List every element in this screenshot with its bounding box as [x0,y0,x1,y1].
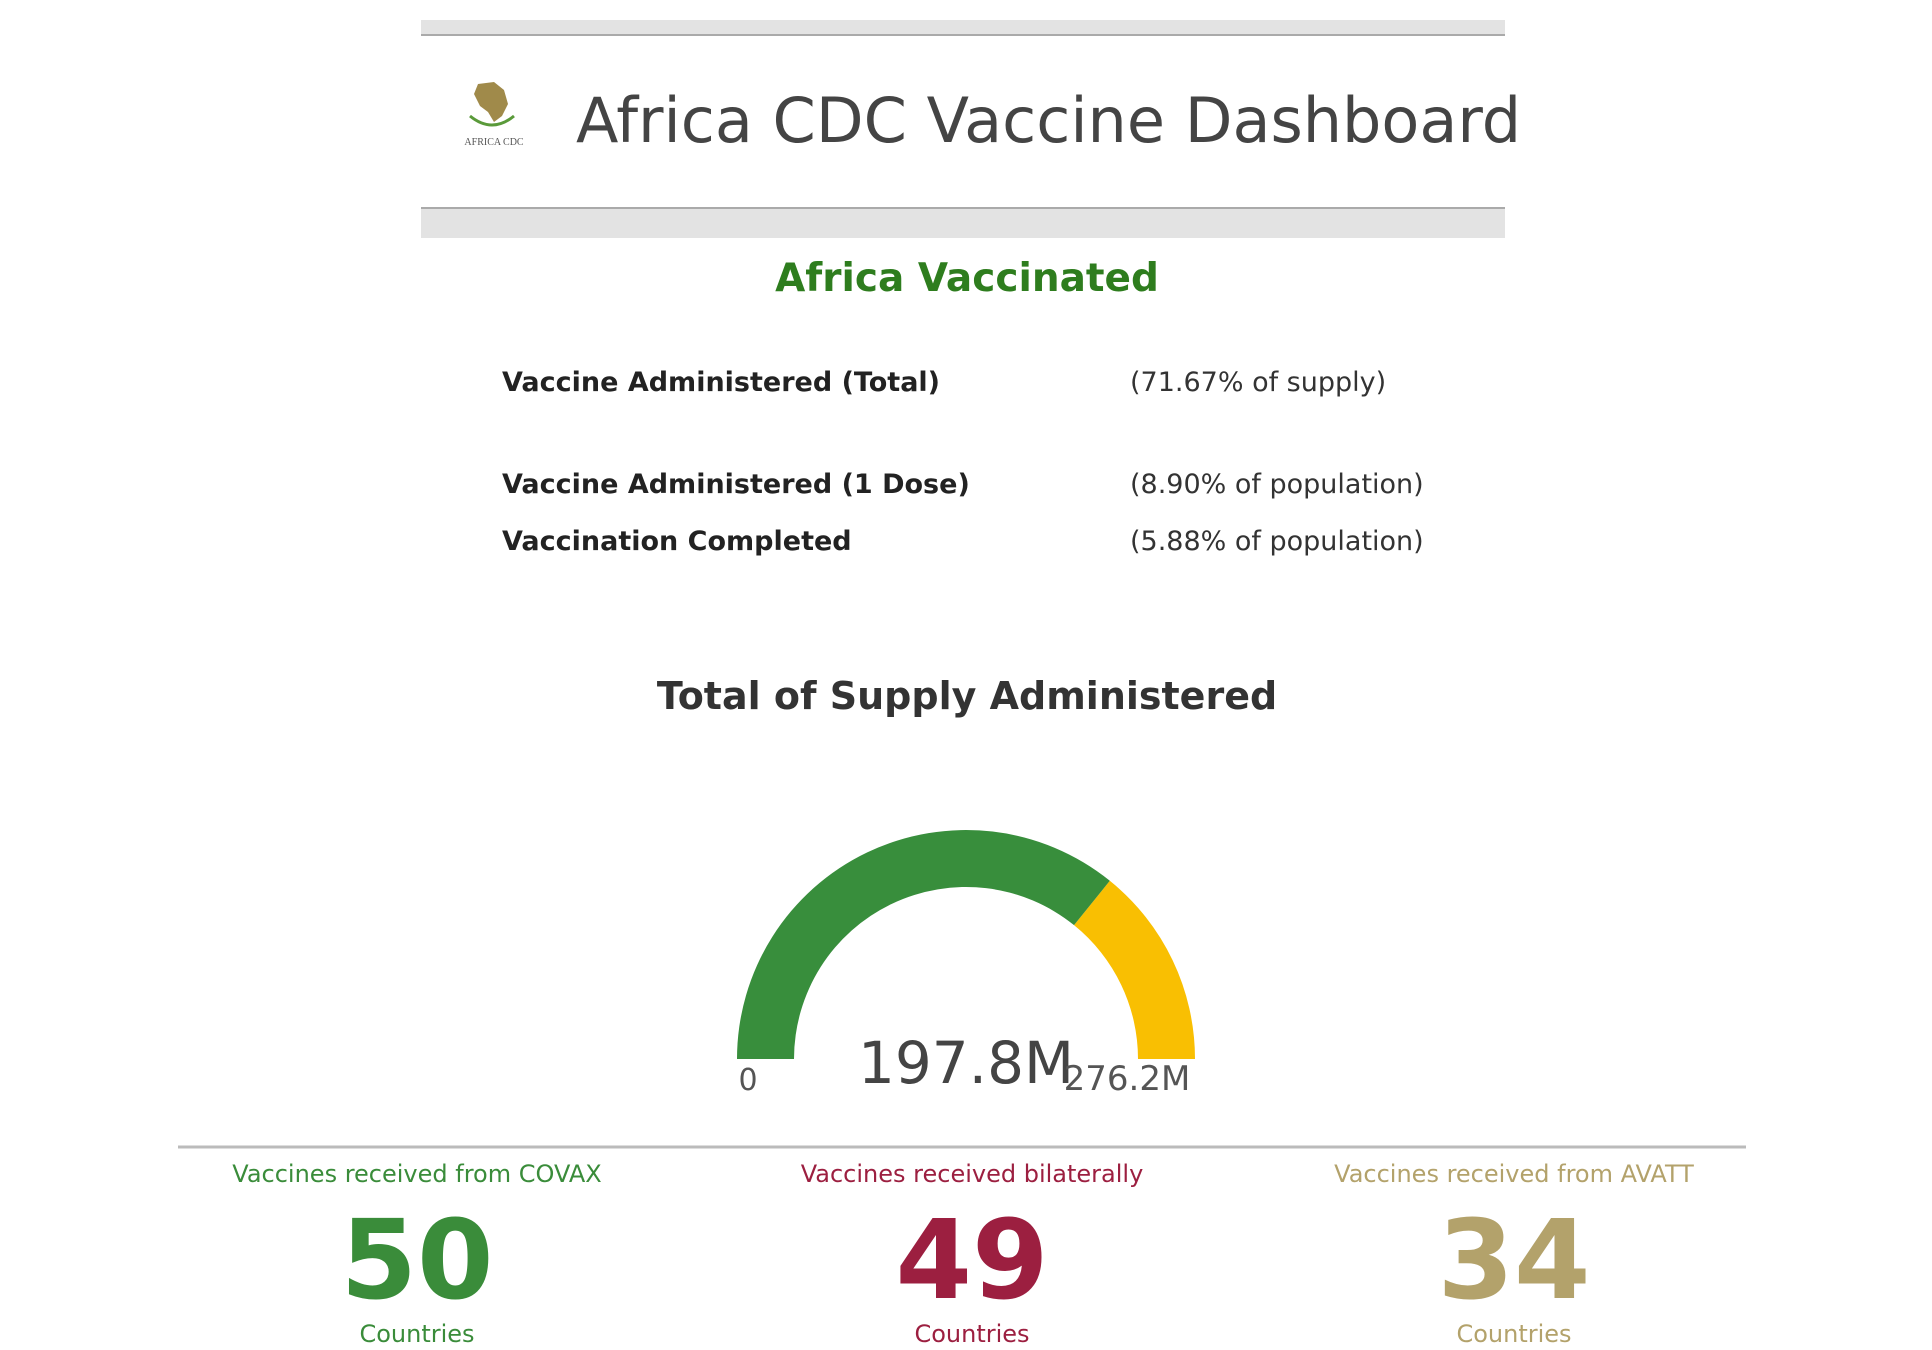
row-label: Vaccination Completed [502,526,852,557]
card-value: 34 [1437,1196,1590,1324]
cards: Vaccines received from COVAX50CountriesV… [232,1160,1694,1348]
header-band [421,209,1505,238]
card-unit: Countries [359,1320,474,1346]
card-label: Vaccines received from AVATT [1334,1160,1694,1188]
row-note: (5.88% of population) [1130,526,1424,557]
row-note: (71.67% of supply) [1130,367,1386,398]
logo-text: AFRICA CDC [464,137,524,148]
row-note: (8.90% of population) [1130,469,1424,500]
card-label: Vaccines received from COVAX [232,1160,601,1188]
gauge-title: Total of Supply Administered [657,674,1277,718]
card-unit: Countries [914,1320,1029,1346]
page-title: Africa CDC Vaccine Dashboard [576,84,1521,157]
logo: AFRICA CDC [464,82,524,148]
card-value: 49 [895,1196,1048,1324]
card-unit: Countries [1456,1320,1571,1346]
card-value: 50 [340,1196,493,1324]
gauge-max-label: 276.2M [1064,1059,1191,1099]
gauge-track [1074,880,1195,1059]
gauge-min-label: 0 [738,1063,757,1098]
section-title: Africa Vaccinated [775,256,1159,301]
summary-rows: Vaccine Administered (Total) (71.67% of s… [502,367,1424,557]
row-label: Vaccine Administered (Total) [502,367,940,398]
row-label: Vaccine Administered (1 Dose) [502,469,970,500]
card-label: Vaccines received bilaterally [801,1160,1144,1188]
gauge-value-label: 197.8M [858,1029,1074,1097]
gauge-fill [737,830,1110,1059]
top-band [421,20,1505,35]
